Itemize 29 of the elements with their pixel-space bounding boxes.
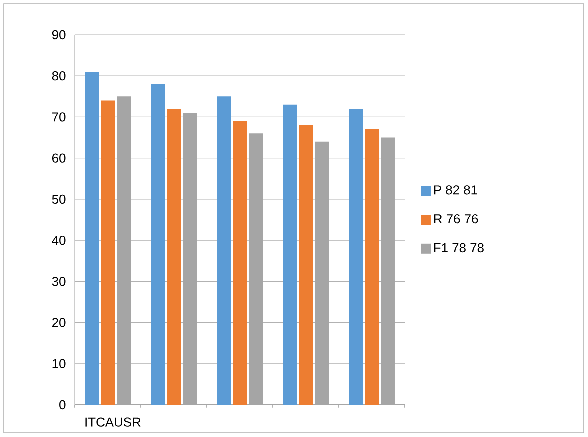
bar	[167, 108, 182, 405]
bar	[365, 130, 380, 405]
bar	[314, 142, 329, 405]
bar	[349, 108, 364, 405]
legend-label: R 76 76	[434, 214, 478, 224]
y-tick-label: 20	[52, 318, 66, 328]
y-tick-label: 70	[52, 112, 66, 122]
y-tick-label: 60	[52, 154, 66, 163]
bar	[183, 113, 197, 405]
bar	[217, 96, 232, 405]
bar	[85, 72, 100, 405]
bar	[101, 100, 116, 405]
y-tick-label: 80	[52, 72, 66, 81]
y-tick-label: 30	[52, 277, 66, 286]
y-tick-label: 10	[52, 359, 66, 368]
bar	[299, 125, 314, 405]
bar	[233, 121, 248, 405]
legend-label: P 82 81	[434, 186, 478, 195]
bar	[151, 84, 166, 405]
legend-label: F1 78 78	[434, 243, 484, 253]
bar	[117, 96, 131, 405]
x-tick-label: ITCAUSR	[86, 418, 141, 427]
bar	[249, 134, 263, 405]
y-tick-label: 40	[52, 236, 66, 246]
bar	[380, 138, 395, 405]
y-tick-label: 90	[52, 30, 66, 40]
y-tick-label: 0	[60, 400, 66, 410]
bar	[283, 104, 298, 405]
y-tick-label: 50	[52, 194, 66, 204]
